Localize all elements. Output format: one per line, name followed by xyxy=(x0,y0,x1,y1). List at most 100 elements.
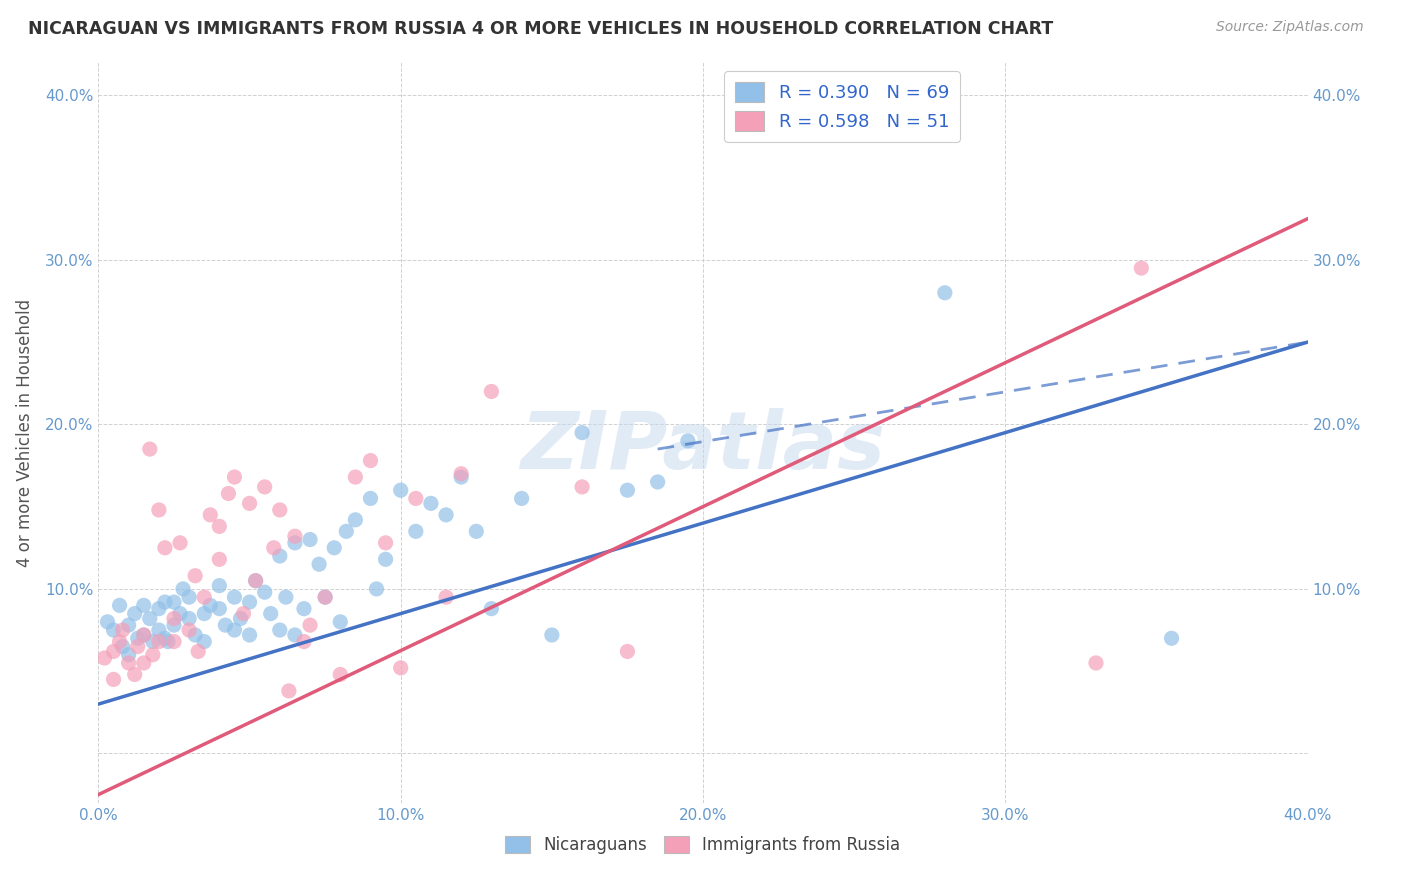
Text: Source: ZipAtlas.com: Source: ZipAtlas.com xyxy=(1216,20,1364,34)
Point xyxy=(103,623,125,637)
Point xyxy=(405,491,427,506)
Point xyxy=(314,590,336,604)
Point xyxy=(124,667,146,681)
Point xyxy=(360,453,382,467)
Point xyxy=(127,640,149,654)
Point xyxy=(299,618,322,632)
Point xyxy=(214,618,236,632)
Point xyxy=(450,470,472,484)
Point xyxy=(239,595,262,609)
Point xyxy=(292,634,315,648)
Point xyxy=(269,503,291,517)
Point xyxy=(142,648,165,662)
Point xyxy=(93,651,115,665)
Point xyxy=(344,470,367,484)
Point xyxy=(299,533,322,547)
Point xyxy=(224,623,246,637)
Point xyxy=(132,628,155,642)
Point xyxy=(1160,632,1182,646)
Point xyxy=(148,503,170,517)
Point xyxy=(132,656,155,670)
Point xyxy=(277,684,299,698)
Point xyxy=(169,607,191,621)
Point xyxy=(934,285,956,300)
Point xyxy=(208,579,231,593)
Point xyxy=(260,607,283,621)
Point xyxy=(200,508,222,522)
Point xyxy=(229,611,252,625)
Point xyxy=(184,568,207,582)
Point xyxy=(344,513,367,527)
Point xyxy=(111,623,134,637)
Point xyxy=(481,384,503,399)
Point xyxy=(292,601,315,615)
Point xyxy=(239,628,262,642)
Point xyxy=(148,623,170,637)
Point xyxy=(200,599,222,613)
Point xyxy=(616,644,638,658)
Point xyxy=(163,618,186,632)
Point xyxy=(329,615,352,629)
Point xyxy=(208,519,231,533)
Point xyxy=(571,425,593,440)
Point xyxy=(284,536,307,550)
Point xyxy=(142,634,165,648)
Point xyxy=(323,541,346,555)
Point xyxy=(163,634,186,648)
Point xyxy=(224,590,246,604)
Point xyxy=(269,549,291,563)
Point xyxy=(179,611,201,625)
Point xyxy=(360,491,382,506)
Point xyxy=(132,599,155,613)
Point xyxy=(314,590,336,604)
Point xyxy=(208,552,231,566)
Point xyxy=(163,595,186,609)
Point xyxy=(389,661,412,675)
Point xyxy=(374,536,396,550)
Point xyxy=(450,467,472,481)
Point xyxy=(284,529,307,543)
Point xyxy=(103,644,125,658)
Point xyxy=(245,574,267,588)
Point xyxy=(263,541,285,555)
Point xyxy=(148,634,170,648)
Point xyxy=(253,585,276,599)
Point xyxy=(208,601,231,615)
Point xyxy=(465,524,488,539)
Point xyxy=(647,475,669,489)
Point xyxy=(308,558,330,572)
Point xyxy=(1085,656,1108,670)
Point xyxy=(163,611,186,625)
Point xyxy=(193,590,215,604)
Point xyxy=(193,607,215,621)
Point xyxy=(111,640,134,654)
Point xyxy=(132,628,155,642)
Point xyxy=(118,648,141,662)
Point xyxy=(103,673,125,687)
Point xyxy=(405,524,427,539)
Point xyxy=(284,628,307,642)
Point xyxy=(676,434,699,448)
Point xyxy=(239,496,262,510)
Point xyxy=(148,601,170,615)
Point xyxy=(118,656,141,670)
Point xyxy=(156,634,179,648)
Point xyxy=(616,483,638,498)
Point xyxy=(193,634,215,648)
Point xyxy=(96,615,118,629)
Point xyxy=(245,574,267,588)
Point xyxy=(374,552,396,566)
Point xyxy=(434,508,457,522)
Point xyxy=(510,491,533,506)
Point xyxy=(153,595,176,609)
Point xyxy=(481,601,503,615)
Point xyxy=(153,632,176,646)
Point xyxy=(389,483,412,498)
Point xyxy=(184,628,207,642)
Point xyxy=(335,524,357,539)
Text: NICARAGUAN VS IMMIGRANTS FROM RUSSIA 4 OR MORE VEHICLES IN HOUSEHOLD CORRELATION: NICARAGUAN VS IMMIGRANTS FROM RUSSIA 4 O… xyxy=(28,20,1053,37)
Point xyxy=(179,623,201,637)
Point xyxy=(1130,261,1153,276)
Point xyxy=(274,590,297,604)
Point xyxy=(108,634,131,648)
